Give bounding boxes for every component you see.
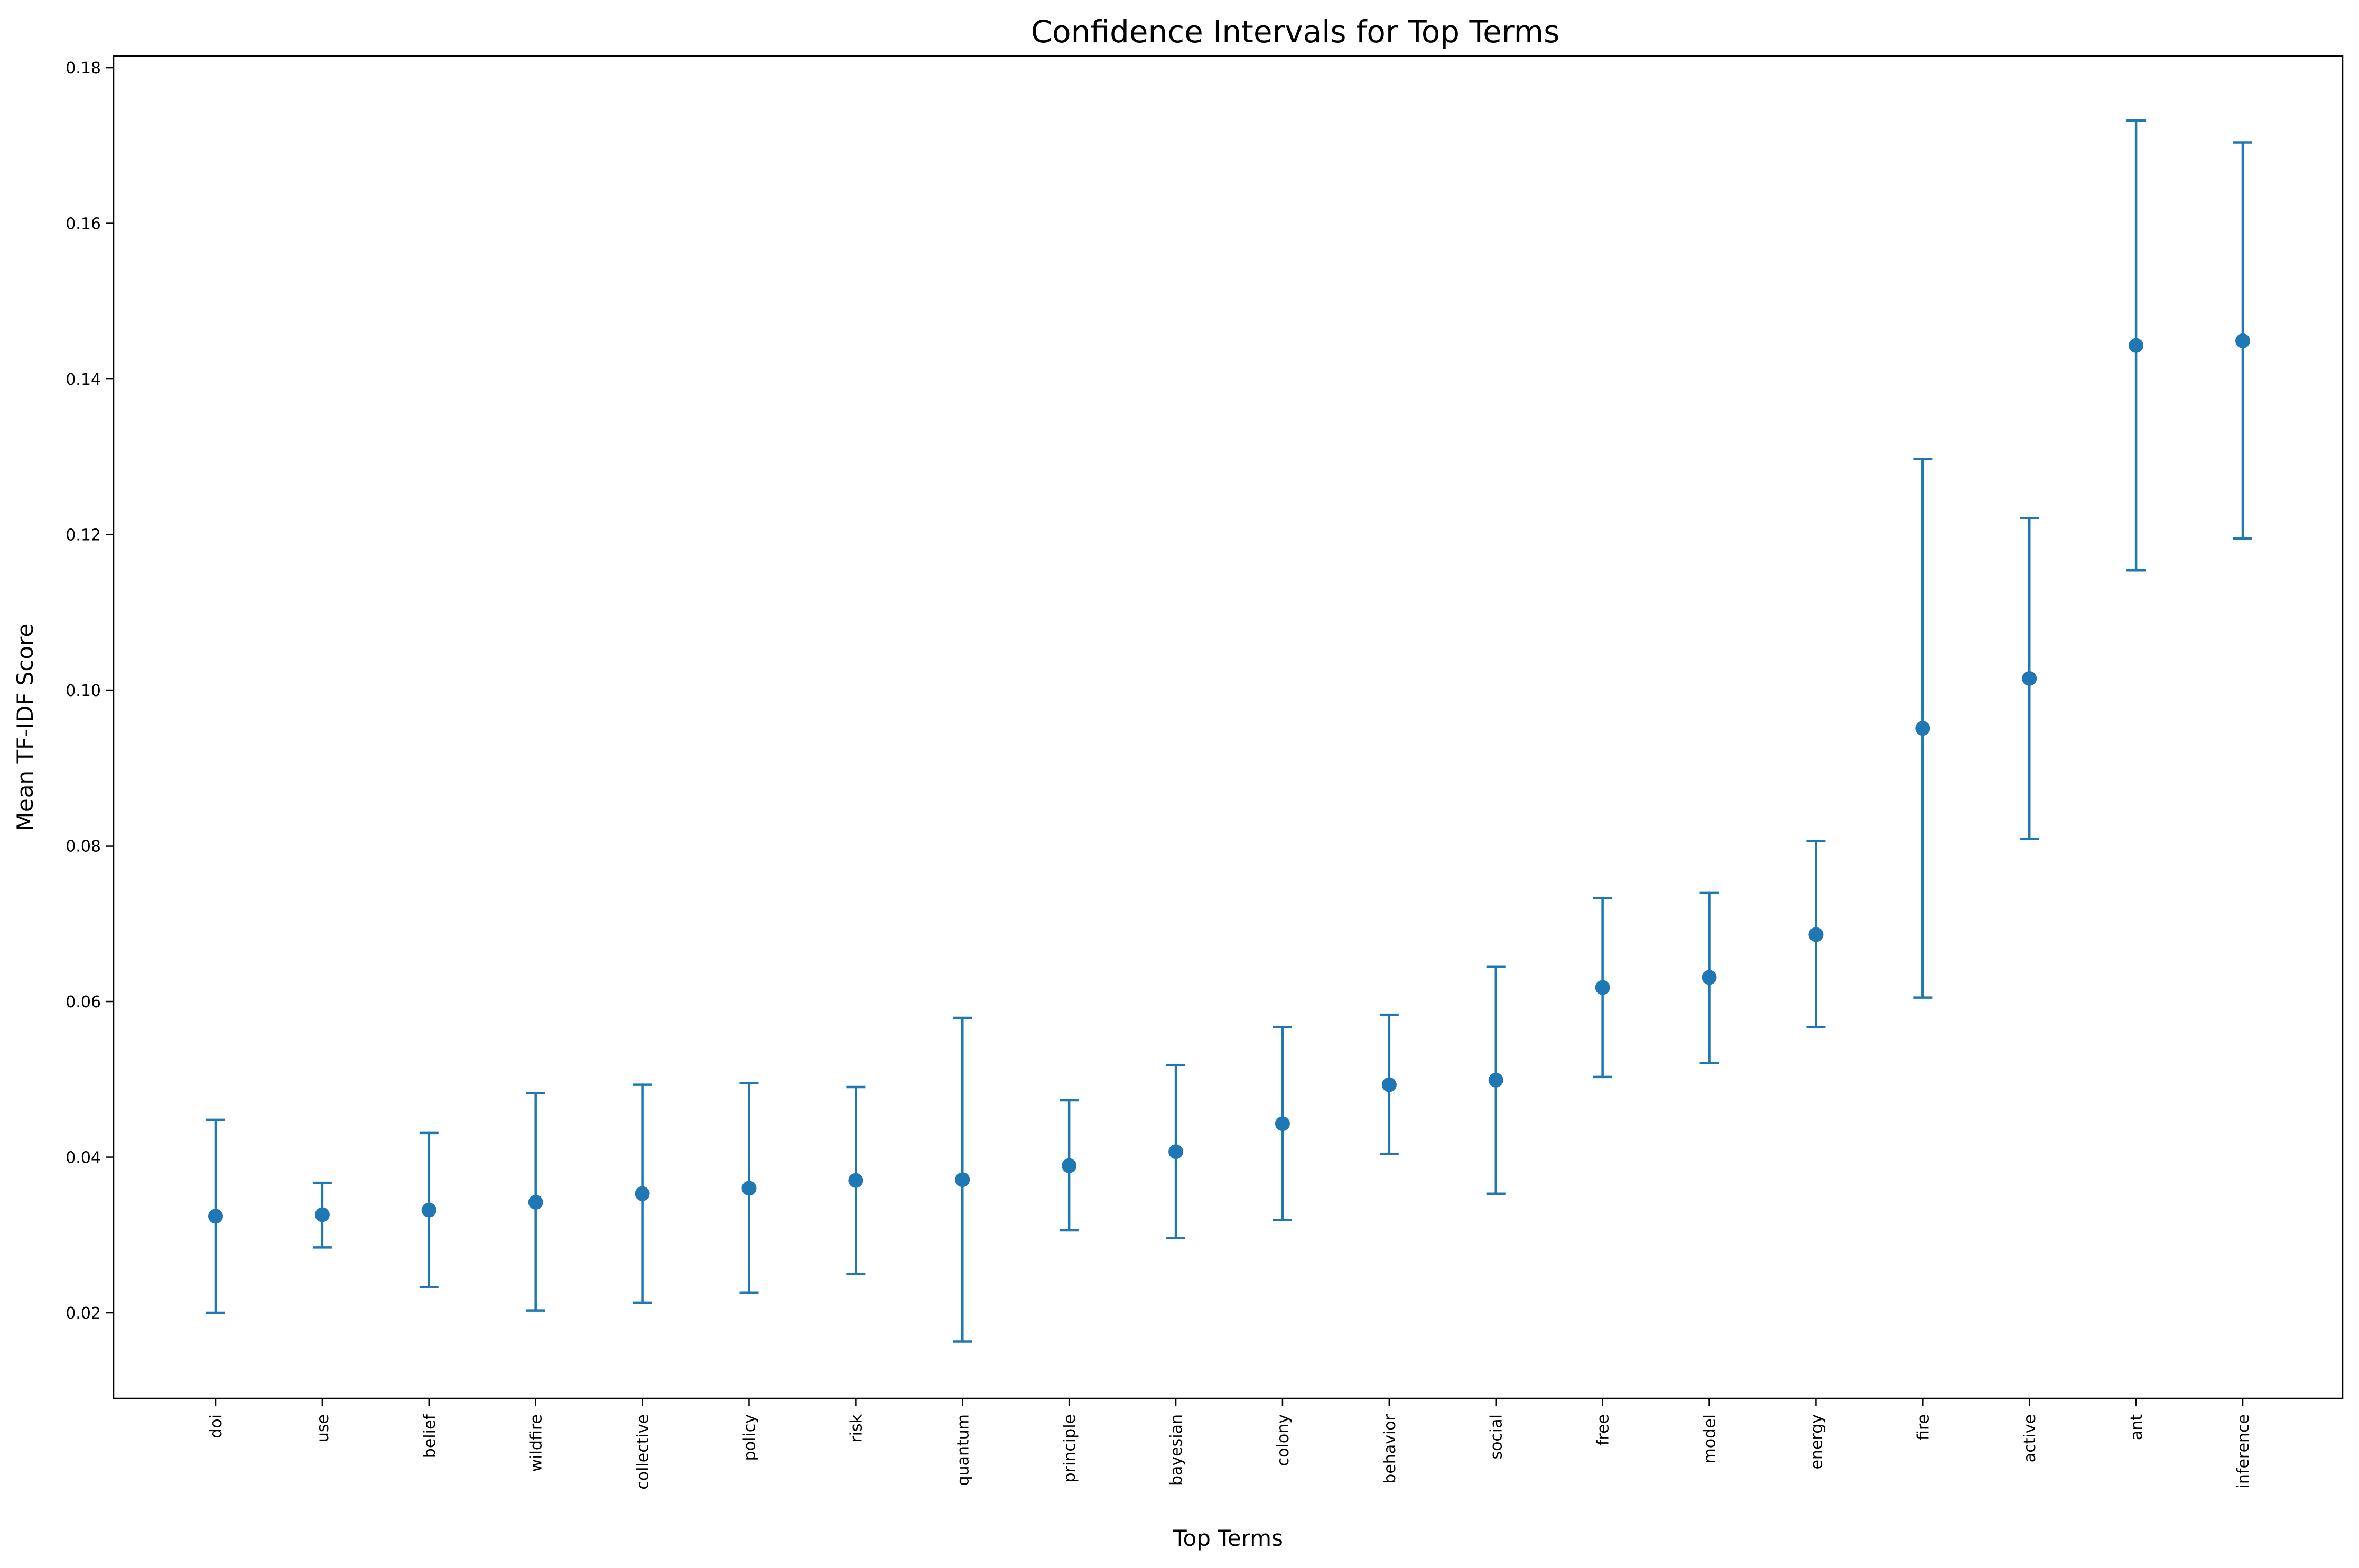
mean-point-bayesian <box>1168 1144 1184 1159</box>
y-tick-label: 0.16 <box>66 215 101 234</box>
mean-point-quantum <box>955 1172 970 1187</box>
error-bars <box>206 119 2252 1343</box>
y-tick-label: 0.02 <box>66 1304 101 1323</box>
x-tick-label: belief <box>421 1414 439 1459</box>
x-tick-label: fire <box>1914 1414 1933 1440</box>
x-tick-label: colony <box>1274 1414 1293 1466</box>
x-tick-label: quantum <box>954 1414 972 1486</box>
x-axis-title: Top Terms <box>1173 1525 1283 1551</box>
plot-frame <box>113 55 2344 1399</box>
x-tick-label: ant <box>2128 1414 2146 1440</box>
mean-point-ant <box>2129 338 2144 353</box>
mean-point-energy <box>1808 927 1824 942</box>
x-tick-label: collective <box>634 1414 653 1490</box>
mean-point-free <box>1595 980 1610 995</box>
x-tick-label: active <box>2021 1414 2039 1462</box>
mean-point-colony <box>1275 1116 1290 1131</box>
y-tick-label: 0.14 <box>66 370 101 389</box>
mean-point-use <box>314 1207 330 1222</box>
x-tick-label: policy <box>740 1414 759 1461</box>
mean-point-wildfire <box>528 1194 543 1210</box>
y-tick-label: 0.12 <box>66 526 101 545</box>
x-axis-ticks: doi use belief wildfire collective policy risk… <box>207 1398 2253 1490</box>
mean-point-collective <box>635 1186 650 1201</box>
mean-point-active <box>2022 671 2037 686</box>
mean-point-fire <box>1915 721 1930 736</box>
x-tick-label: behavior <box>1381 1414 1399 1483</box>
x-tick-label: model <box>1701 1414 1720 1463</box>
x-tick-label: social <box>1488 1414 1506 1460</box>
y-tick-label: 0.18 <box>66 59 101 78</box>
mean-point-social <box>1488 1072 1503 1088</box>
mean-point-risk <box>848 1173 863 1188</box>
mean-point-doi <box>208 1209 223 1224</box>
x-tick-label: bayesian <box>1167 1414 1186 1486</box>
x-tick-label: risk <box>847 1414 866 1442</box>
x-tick-label: inference <box>2234 1414 2253 1488</box>
y-tick-label: 0.10 <box>66 682 101 700</box>
mean-point-policy <box>741 1181 757 1196</box>
y-axis-ticks: 0.02 0.04 0.06 0.08 0.10 0.12 0.14 0.16 0.18 <box>66 59 114 1323</box>
x-tick-label: principle <box>1061 1414 1079 1482</box>
y-tick-label: 0.06 <box>66 993 101 1012</box>
mean-point-behavior <box>1381 1077 1397 1092</box>
y-tick-label: 0.04 <box>66 1149 101 1167</box>
mean-point-model <box>1702 970 1717 985</box>
x-tick-label: energy <box>1807 1414 1826 1470</box>
x-tick-label: use <box>314 1414 332 1442</box>
x-tick-label: doi <box>207 1414 226 1439</box>
y-axis-title: Mean TF-IDF Score <box>12 624 38 831</box>
mean-point-inference <box>2235 333 2250 348</box>
chart-title: Confidence Intervals for Top Terms <box>1031 14 1560 50</box>
x-tick-label: free <box>1594 1414 1613 1445</box>
x-tick-label: wildfire <box>527 1414 546 1472</box>
mean-point-principle <box>1062 1158 1077 1173</box>
mean-point-belief <box>421 1202 436 1218</box>
y-tick-label: 0.08 <box>66 838 101 856</box>
